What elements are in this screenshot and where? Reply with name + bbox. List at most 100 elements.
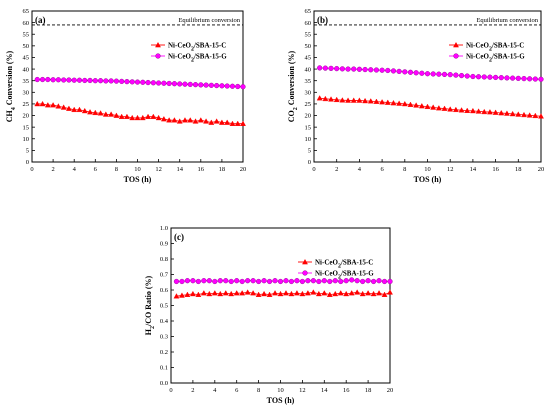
x-tick-label: 6 xyxy=(380,166,384,173)
y-tick-label: 25 xyxy=(23,101,30,108)
series-line xyxy=(176,291,391,297)
data-point xyxy=(515,75,521,81)
data-point xyxy=(155,114,162,121)
data-point xyxy=(97,78,104,84)
x-tick-label: 20 xyxy=(387,387,394,394)
data-point xyxy=(71,106,78,113)
data-point xyxy=(373,98,380,104)
data-point xyxy=(213,118,220,124)
x-tick-label: 16 xyxy=(343,387,350,394)
data-point xyxy=(161,80,167,86)
data-point xyxy=(39,76,46,83)
data-point xyxy=(419,70,425,76)
legend-triangle-icon xyxy=(155,41,161,48)
data-point xyxy=(387,289,393,295)
y-tick-label: 60 xyxy=(23,20,30,27)
data-point xyxy=(385,67,391,74)
data-point xyxy=(481,108,488,115)
data-point xyxy=(134,79,141,85)
data-point xyxy=(349,277,355,283)
y-tick-label: 1.0 xyxy=(160,225,168,232)
y-tick-label: 40 xyxy=(23,66,30,73)
data-point xyxy=(430,71,436,77)
data-point xyxy=(255,291,262,297)
data-point xyxy=(176,118,183,124)
legend-label: Ni-CeO2/SBA-15-C xyxy=(315,259,373,270)
data-point xyxy=(447,72,453,78)
data-point xyxy=(526,112,533,118)
data-point xyxy=(192,82,199,88)
data-point xyxy=(184,291,191,297)
x-tick-label: 14 xyxy=(176,166,183,173)
y-tick-label: 0.1 xyxy=(160,365,168,372)
data-point xyxy=(228,290,235,297)
data-point xyxy=(171,117,178,123)
data-point xyxy=(441,105,448,111)
data-point xyxy=(39,100,46,107)
data-point xyxy=(321,290,328,296)
data-point xyxy=(310,278,316,284)
data-point xyxy=(538,76,544,82)
data-point xyxy=(261,290,268,297)
data-point xyxy=(339,66,345,72)
x-axis-title: TOS (h) xyxy=(124,175,152,184)
data-point xyxy=(245,278,251,284)
data-point xyxy=(223,278,229,284)
data-point xyxy=(343,278,349,284)
data-point xyxy=(184,278,191,284)
y-tick-label: 0.5 xyxy=(160,303,168,310)
y-tick-label: 10 xyxy=(305,136,312,143)
data-point xyxy=(150,113,157,119)
data-point xyxy=(283,290,289,296)
y-tick-label: 10 xyxy=(23,136,30,143)
data-point xyxy=(200,290,207,296)
x-tick-label: 10 xyxy=(134,166,141,173)
data-point xyxy=(234,120,241,126)
y-tick-label: 15 xyxy=(305,124,312,131)
y-tick-label: 15 xyxy=(23,124,30,131)
data-point xyxy=(379,99,386,105)
y-tick-label: 0 xyxy=(26,159,29,166)
x-tick-label: 2 xyxy=(335,166,338,173)
legend-item: Ni-CeO2/SBA-15-G xyxy=(151,53,227,64)
data-point xyxy=(354,278,360,284)
data-point xyxy=(261,278,267,284)
data-point xyxy=(182,117,188,123)
y-tick-label: 30 xyxy=(305,90,312,97)
legend-item: Ni-CeO2/SBA-15-C xyxy=(298,259,373,270)
data-point xyxy=(288,290,295,297)
x-tick-label: 8 xyxy=(115,166,118,173)
data-point xyxy=(239,278,245,285)
data-point xyxy=(359,290,366,297)
y-tick-label: 5 xyxy=(26,148,29,155)
data-point xyxy=(272,290,278,296)
data-point xyxy=(370,278,377,285)
data-point xyxy=(345,66,351,72)
data-point xyxy=(348,290,355,296)
x-tick-label: 8 xyxy=(403,166,406,173)
data-point xyxy=(458,72,465,79)
data-point xyxy=(527,76,533,82)
y-tick-label: 0 xyxy=(308,159,311,166)
data-point xyxy=(189,290,196,297)
data-point xyxy=(212,278,218,285)
y-tick-label: 0.3 xyxy=(160,334,168,341)
data-point xyxy=(44,102,51,108)
x-tick-label: 8 xyxy=(257,387,260,394)
x-tick-label: 18 xyxy=(219,166,226,173)
y-tick-label: 25 xyxy=(305,101,312,108)
data-point xyxy=(118,113,125,119)
legend-triangle-icon xyxy=(302,258,308,265)
data-point xyxy=(317,65,323,71)
data-point xyxy=(430,104,437,110)
data-point xyxy=(102,111,109,117)
x-axis-title: TOS (h) xyxy=(414,175,442,184)
x-tick-label: 18 xyxy=(365,387,372,394)
data-point xyxy=(367,98,374,104)
data-point xyxy=(113,112,120,118)
data-point xyxy=(299,278,306,285)
panel-label: (a) xyxy=(35,15,46,25)
data-point xyxy=(179,292,185,298)
x-tick-label: 0 xyxy=(30,166,33,173)
